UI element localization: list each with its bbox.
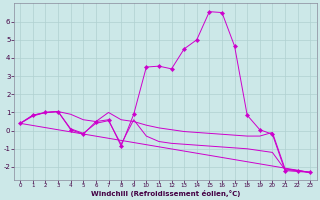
X-axis label: Windchill (Refroidissement éolien,°C): Windchill (Refroidissement éolien,°C): [91, 190, 240, 197]
